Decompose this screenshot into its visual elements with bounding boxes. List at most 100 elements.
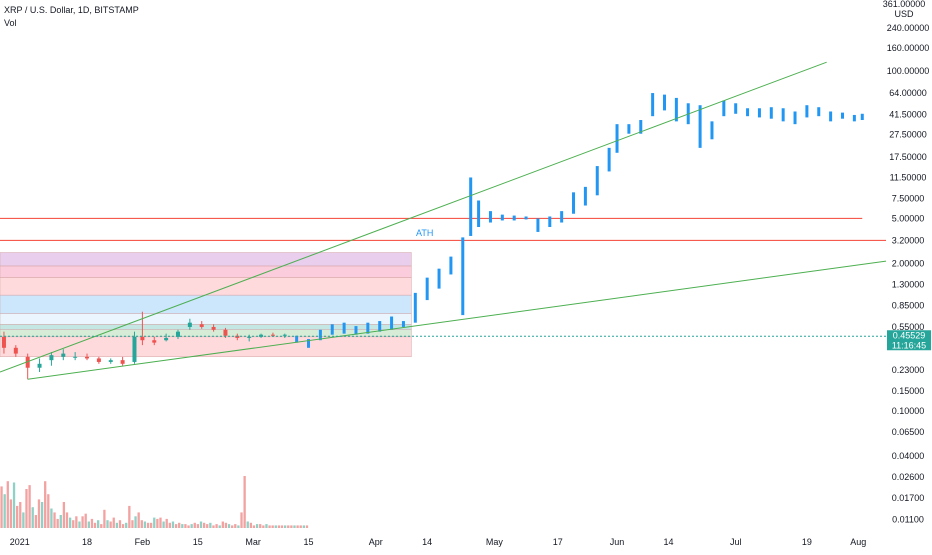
volume-bar [103,509,106,528]
countdown-label: 11:16:45 [892,340,926,350]
volume-bar [125,522,128,528]
time-tick-label: May [486,537,504,547]
candle-body [235,335,240,338]
volume-bar [156,518,159,528]
ath-label: ATH [416,228,433,238]
projection-bar [425,277,429,301]
volume-bar [162,521,165,528]
time-tick-label: 18 [82,537,92,547]
volume-bar [246,521,249,528]
projection-bar [330,324,334,335]
candle-body [73,356,78,358]
volume-bar [78,521,81,528]
projection-bar [651,93,655,117]
price-tick-label: 1.30000 [892,280,925,290]
volume-bar [274,525,277,528]
time-tick-label: Feb [135,537,151,547]
volume-bar [146,522,150,528]
projection-bar [512,215,516,221]
volume-bar [178,522,181,528]
volume-bar [22,512,25,528]
volume-bar [50,508,53,528]
projection-bar [295,335,299,343]
volume-bar [68,517,72,528]
time-tick-label: 15 [193,537,203,547]
price-tick-label: 0.55000 [892,322,925,332]
volume-bar [153,517,156,528]
volume-bar [193,522,196,528]
time-axis[interactable]: 2021 18 Feb 15 Mar 15 Apr 14 May 17 Jun 14 Jul 19 Aug [10,537,867,547]
projection-bar [572,192,576,214]
volume-bar [209,522,212,528]
volume-bar [212,525,215,528]
projection-bar [674,97,678,122]
time-tick-label: 19 [802,537,812,547]
projection-bar [829,111,833,122]
volume-bar [81,516,84,528]
projection-bar [477,200,481,227]
candle-body [85,356,90,359]
volume-layer [0,476,309,528]
projection-bar [710,121,714,140]
volume-bar [72,520,75,528]
price-tick-label: 7.50000 [892,193,925,203]
volume-bar [47,494,50,528]
volume-bar [159,517,162,528]
current-price-marker: 0.45529 11:16:45 [0,330,931,351]
price-tick-label: 160.00000 [887,43,930,53]
projection-bar [595,166,599,196]
current-price-label: 0.45529 [893,330,926,340]
volume-bar [296,525,299,528]
volume-bar [290,525,293,528]
volume-bar [12,482,16,528]
time-tick-label: Aug [850,537,866,547]
candle-body [199,324,204,327]
levels-layer [0,217,886,241]
time-tick-label: 14 [663,537,673,547]
price-tick-label: 100.00000 [887,66,930,76]
volume-bar [84,513,87,528]
volume-bar [149,522,153,528]
projection-bar [500,214,504,221]
time-tick-label: 17 [553,537,563,547]
candle-body [211,326,216,330]
projection-bar [413,292,417,323]
volume-bar [206,524,209,528]
projection-bar [449,256,453,275]
volume-bar [252,525,256,528]
candle-body [164,337,169,341]
projection-bar [354,326,358,335]
zone-band [0,324,412,330]
price-tick-label: 64.00000 [889,88,927,98]
volume-bar [40,502,44,528]
volume-bar [265,524,268,528]
volume-bar [128,505,131,528]
projection-bar [781,108,785,122]
candle-body [140,336,145,341]
price-axis-top-1: 361.00000 [883,0,926,9]
price-tick-label: 3.20000 [892,235,925,245]
projection-bar [318,329,322,341]
volume-bar [293,525,296,528]
volume-bar [112,517,115,528]
candles-layer [1,311,287,380]
volume-bar [59,515,62,528]
volume-bar [53,512,56,528]
volume-bar [231,525,234,528]
trendlines-layer [0,61,887,380]
volume-bar [259,524,262,528]
projection-bar [769,107,773,119]
projection-bar [536,218,540,232]
current-price-badge [887,330,931,351]
volume-bar [174,524,178,528]
candle-body [49,355,54,361]
candle-body [37,363,42,368]
price-axis[interactable]: 361.00000 USD 240.00000 160.00000 100.0000… [883,0,930,524]
trend-line [0,61,827,373]
projection-bar [852,114,856,122]
volume-bar [25,489,28,528]
volume-bar [115,522,119,528]
volume-bar [137,512,140,528]
volume-bar [131,520,134,528]
